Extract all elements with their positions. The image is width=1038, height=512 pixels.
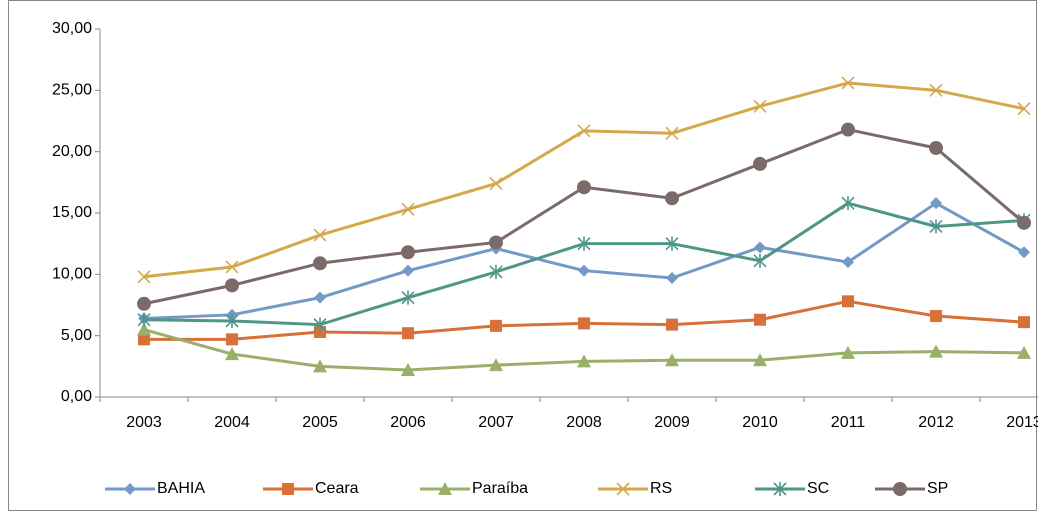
data-point (138, 333, 150, 346)
data-point (402, 327, 414, 340)
data-point (930, 197, 942, 210)
data-point (489, 358, 503, 372)
data-point (930, 310, 942, 323)
x-tick-label: 2006 (390, 414, 426, 431)
data-point (313, 359, 327, 373)
data-point (578, 317, 590, 330)
legend-marker (893, 482, 907, 496)
data-point (753, 253, 767, 268)
data-point (1017, 215, 1031, 230)
legend-marker (282, 483, 294, 495)
data-point (754, 313, 766, 326)
legend-marker (124, 483, 136, 495)
data-point (225, 278, 239, 293)
legend-label: Ceara (315, 480, 359, 497)
data-point (137, 270, 151, 284)
data-point (313, 317, 327, 332)
x-tick-label: 2010 (742, 414, 778, 431)
data-point (1017, 345, 1031, 359)
data-point (313, 228, 327, 242)
data-point (225, 347, 239, 361)
x-tick-label: 2008 (566, 414, 602, 431)
legend-label: Paraíba (472, 480, 528, 497)
legend-marker (616, 482, 630, 496)
data-point (577, 124, 591, 138)
data-point (313, 256, 327, 271)
data-point (753, 99, 767, 113)
y-tick-label: 30,00 (52, 20, 92, 37)
data-point (401, 245, 415, 260)
data-point (401, 202, 415, 216)
data-point (225, 260, 239, 274)
data-point (665, 191, 679, 206)
data-point (842, 256, 854, 269)
data-point (401, 363, 415, 377)
legend-marker (438, 482, 452, 495)
y-tick-label: 0,00 (61, 388, 92, 405)
data-point (577, 354, 591, 368)
x-tick-label: 2009 (654, 414, 690, 431)
data-point (753, 353, 767, 367)
data-point (402, 264, 414, 277)
data-point (226, 333, 238, 346)
y-tick-label: 25,00 (52, 82, 92, 99)
legend-label: SP (927, 480, 948, 497)
legend-marker (773, 482, 787, 496)
data-point (665, 353, 679, 367)
legend-label: RS (650, 480, 672, 497)
data-point (577, 180, 591, 195)
y-tick-label: 5,00 (61, 327, 92, 344)
data-point (1017, 102, 1031, 116)
data-point (1018, 246, 1030, 259)
data-point (929, 344, 943, 358)
data-point (401, 290, 415, 305)
data-point (225, 313, 239, 328)
y-tick-label: 10,00 (52, 266, 92, 283)
data-point (929, 140, 943, 155)
data-point (665, 126, 679, 140)
x-tick-label: 2004 (214, 414, 250, 431)
data-point (489, 235, 503, 250)
data-point (137, 322, 151, 336)
data-point (753, 156, 767, 171)
data-point (929, 83, 943, 97)
data-point (841, 196, 855, 211)
x-tick-label: 2003 (126, 414, 162, 431)
data-point (314, 325, 326, 338)
data-point (666, 272, 678, 285)
x-tick-label: 2012 (918, 414, 954, 431)
x-tick-label: 2013 (1006, 414, 1038, 431)
data-point (314, 291, 326, 304)
data-point (841, 76, 855, 90)
data-point (489, 176, 503, 191)
x-tick-label: 2011 (831, 414, 866, 431)
data-point (666, 318, 678, 331)
x-tick-label: 2007 (478, 414, 514, 431)
data-point (841, 122, 855, 137)
y-tick-label: 15,00 (52, 204, 92, 221)
legend-label: BAHIA (157, 480, 205, 497)
data-point (1018, 316, 1030, 329)
data-point (490, 319, 502, 332)
data-point (842, 295, 854, 308)
legend-label: SC (807, 480, 829, 497)
data-point (577, 236, 591, 251)
data-point (137, 312, 151, 327)
data-point (754, 241, 766, 254)
data-point (665, 236, 679, 251)
data-point (929, 219, 943, 234)
data-point (578, 264, 590, 277)
data-point (841, 345, 855, 359)
data-point (137, 296, 151, 311)
y-tick-label: 20,00 (52, 143, 92, 160)
data-point (489, 264, 503, 279)
x-tick-label: 2005 (302, 414, 338, 431)
